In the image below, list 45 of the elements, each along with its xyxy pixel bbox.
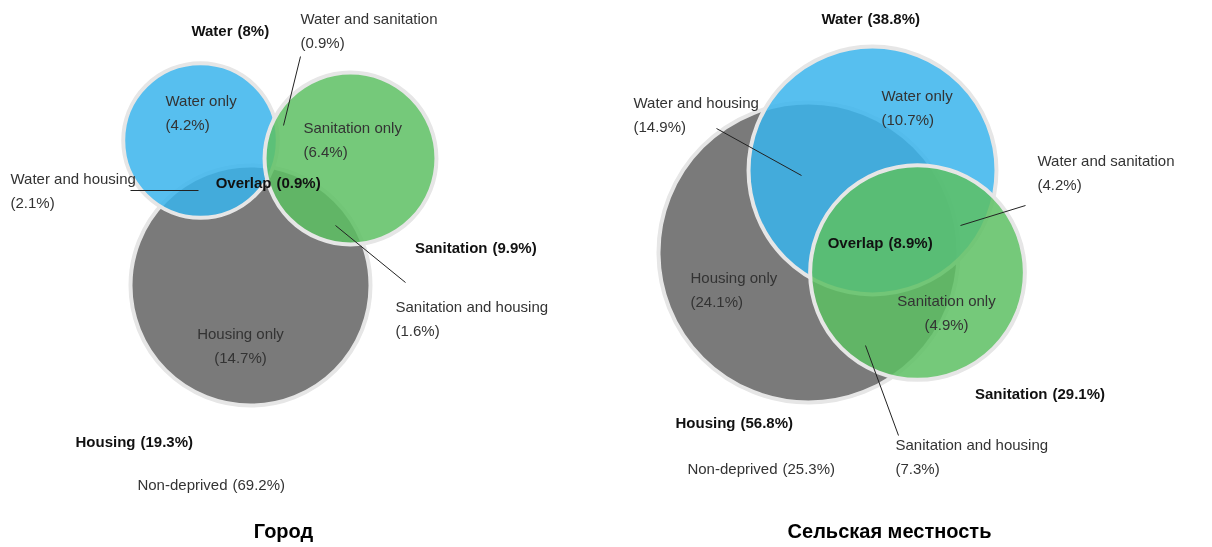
category-label: Sanitation and housing xyxy=(895,436,1049,453)
category-label: Sanitation xyxy=(975,385,1048,402)
data-label: (14.9%) xyxy=(633,118,687,135)
data-label: (14.7%) xyxy=(214,349,267,366)
text: Город xyxy=(253,519,314,542)
category-label: Non-deprived xyxy=(687,460,778,477)
category-label: Housing xyxy=(675,414,736,431)
data-label: (69.2%) xyxy=(232,476,286,493)
data-label: (24.1%) xyxy=(690,293,744,310)
category-label: Non-deprived xyxy=(137,476,228,493)
data-label: (8.9%) xyxy=(888,234,933,251)
data-label: (0.9%) xyxy=(276,174,321,191)
category-label: Water xyxy=(821,10,863,27)
data-label: (4.9%) xyxy=(924,316,969,333)
data-label: (56.8%) xyxy=(740,414,794,431)
data-label: (19.3%) xyxy=(140,433,194,450)
data-label: (9.9%) xyxy=(492,239,537,256)
data-label: (8%) xyxy=(237,22,270,39)
data-label: (10.7%) xyxy=(881,111,935,128)
data-label: (2.1%) xyxy=(10,194,55,211)
data-label: (1.6%) xyxy=(395,322,440,339)
text: Сельская местность xyxy=(787,519,992,542)
category-label: Water and housing xyxy=(633,94,759,111)
category-label: Water xyxy=(191,22,233,39)
data-label: (0.9%) xyxy=(300,34,345,51)
category-label: Water and housing xyxy=(10,170,136,187)
category-label: Sanitation only xyxy=(897,292,997,309)
data-label: (38.8%) xyxy=(867,10,921,27)
category-label: Sanitation only xyxy=(303,119,403,136)
category-label: Sanitation xyxy=(415,239,488,256)
category-label: Water only xyxy=(165,92,238,109)
category-label: Water and sanitation xyxy=(1037,152,1175,169)
category-label: Water and sanitation xyxy=(300,10,438,27)
category-label: Water only xyxy=(881,87,954,104)
category-label: Housing only xyxy=(197,325,285,342)
category-label: Housing xyxy=(75,433,136,450)
data-label: (29.1%) xyxy=(1052,385,1106,402)
category-label: Housing only xyxy=(690,269,778,286)
category-label: Sanitation and housing xyxy=(395,298,549,315)
data-label: (25.3%) xyxy=(782,460,836,477)
data-label: (4.2%) xyxy=(165,116,210,133)
data-label: (7.3%) xyxy=(895,460,940,477)
data-label: (6.4%) xyxy=(303,143,348,160)
data-label: (4.2%) xyxy=(1037,176,1082,193)
category-label: Overlap xyxy=(827,234,884,251)
